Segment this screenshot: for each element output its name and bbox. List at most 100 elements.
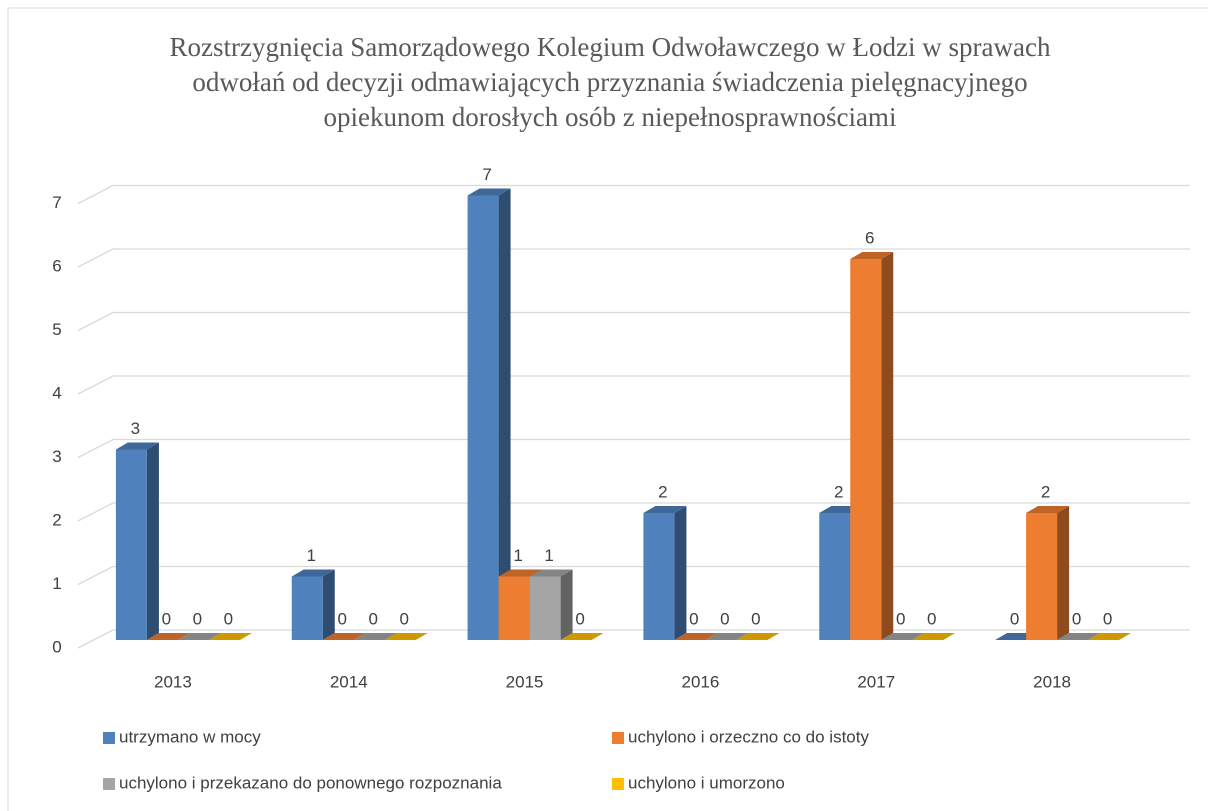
chart-title: Rozstrzygnięcia Samorządowego Kolegium O… [169, 32, 1051, 132]
value-label: 0 [1072, 609, 1081, 628]
grid-line [77, 248, 1190, 268]
bar-side [1057, 506, 1070, 640]
bar-front [498, 576, 530, 640]
bar-top [1088, 633, 1132, 640]
bar [384, 633, 428, 640]
y-tick-label: 2 [52, 510, 61, 529]
x-tick-label: 2018 [1033, 672, 1071, 691]
value-label: 2 [1041, 482, 1050, 501]
bar-top [736, 633, 780, 640]
value-label: 2 [834, 482, 843, 501]
value-label: 7 [482, 165, 491, 184]
x-tick-label: 2017 [857, 672, 895, 691]
bar-front [115, 449, 147, 640]
bar [560, 633, 604, 640]
x-tick-label: 2014 [330, 672, 368, 691]
legend-text: uchylono i przekazano do ponownego rozpo… [119, 773, 502, 792]
bar-front [643, 513, 675, 640]
value-label: 1 [544, 546, 553, 565]
y-tick-label: 6 [52, 256, 61, 275]
bar-front [291, 576, 323, 640]
value-label: 1 [513, 546, 522, 565]
bar-top [643, 506, 687, 513]
bar-top [705, 633, 749, 640]
bar [1057, 633, 1101, 640]
bar [736, 633, 780, 640]
bar-top [384, 633, 428, 640]
grid-line [77, 375, 1190, 395]
bar-front [529, 576, 561, 640]
legend-swatch [612, 732, 624, 744]
grid-line [77, 565, 1190, 586]
value-label: 0 [720, 609, 729, 628]
bar [850, 252, 894, 640]
bar-top [1057, 633, 1101, 640]
bar-side [560, 569, 573, 640]
bar [881, 633, 925, 640]
value-label: 0 [162, 609, 171, 628]
value-label: 2 [658, 482, 667, 501]
y-tick-label: 7 [52, 193, 61, 212]
bar-top [498, 569, 542, 577]
bar [322, 633, 366, 640]
value-label: 0 [400, 609, 409, 628]
bar-front [1026, 513, 1058, 640]
bar-top [115, 442, 159, 450]
y-tick-label: 5 [52, 320, 61, 339]
value-label: 3 [131, 419, 140, 438]
legend-text: utrzymano w mocy [119, 727, 261, 746]
value-label: 0 [224, 609, 233, 628]
bar-top [177, 633, 221, 640]
bar [177, 633, 221, 640]
value-label: 0 [927, 609, 936, 628]
x-tick-label: 2013 [154, 672, 192, 691]
bar-front [819, 513, 851, 640]
value-label: 0 [338, 609, 347, 628]
value-label: 0 [751, 609, 760, 628]
value-label: 6 [865, 228, 874, 247]
bar [705, 633, 749, 640]
value-label: 0 [193, 609, 202, 628]
bar [467, 188, 511, 640]
bar-top [529, 569, 573, 577]
bar [208, 633, 252, 640]
bar-top [208, 633, 252, 640]
bar [529, 569, 573, 640]
value-label: 0 [1010, 609, 1019, 628]
value-label: 0 [689, 609, 698, 628]
bar-side [881, 252, 894, 640]
bar-top [560, 633, 604, 640]
chart-frame [7, 7, 1208, 811]
bar-top [467, 188, 511, 196]
legend-swatch [103, 732, 115, 744]
bar-front [850, 259, 882, 640]
bar-side [146, 442, 159, 640]
bar-top [353, 633, 397, 640]
bar-top [912, 633, 956, 640]
bar [146, 633, 190, 640]
bar [674, 633, 718, 640]
bar [353, 633, 397, 640]
bar-top [291, 569, 335, 577]
bar-top [674, 633, 718, 640]
bar-top [850, 252, 894, 259]
bar [291, 569, 335, 640]
bar [643, 506, 687, 640]
bar-top [1026, 506, 1070, 513]
y-tick-label: 0 [52, 637, 61, 656]
grid-line [77, 311, 1190, 332]
value-label: 0 [575, 609, 584, 628]
x-tick-label: 2015 [506, 672, 544, 691]
value-label: 0 [1103, 609, 1112, 628]
grid-line [77, 184, 1190, 205]
value-label: 1 [307, 546, 316, 565]
legend-swatch [103, 778, 115, 790]
bar [1026, 506, 1070, 640]
legend-swatch [612, 778, 624, 790]
bar-side [674, 506, 687, 640]
x-tick-label: 2016 [682, 672, 720, 691]
bar [912, 633, 956, 640]
value-label: 0 [369, 609, 378, 628]
bar-side [322, 569, 335, 640]
